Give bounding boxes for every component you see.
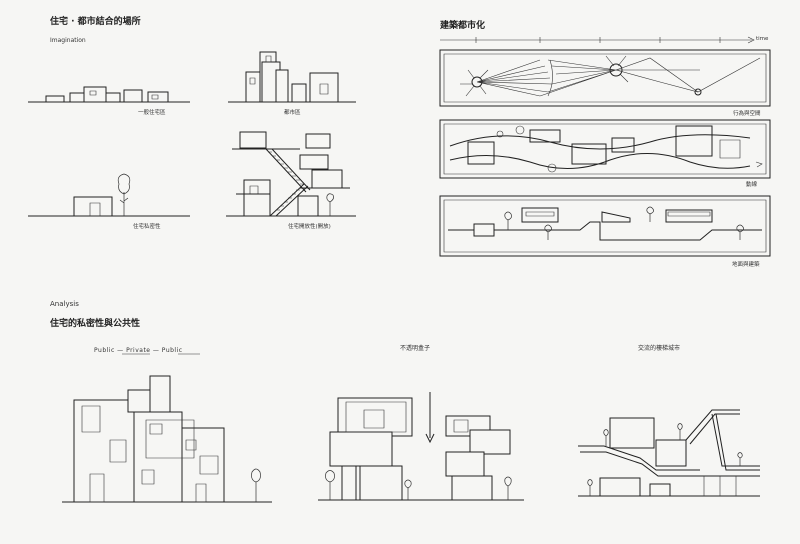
sketch-house-openness xyxy=(226,132,356,216)
time-axis xyxy=(440,37,754,43)
sketch-public-private xyxy=(62,354,272,502)
caption-panel3: 地面與建築 xyxy=(732,262,760,268)
panel-circulation xyxy=(440,120,770,178)
sketch-city-area xyxy=(228,52,356,102)
analysis-heading: Analysis xyxy=(50,300,79,308)
caption-city-area: 都市區 xyxy=(284,110,301,116)
sketch-general-housing xyxy=(28,87,190,102)
caption-panel2: 動線 xyxy=(746,182,758,188)
caption-house-privacy: 住宅私密性 xyxy=(133,224,161,230)
opaque-box-label: 不透明盒子 xyxy=(400,345,431,352)
time-axis-label: time xyxy=(756,36,769,42)
caption-house-openness: 住宅開放性(開放) xyxy=(288,224,331,230)
top-right-title: 建築都市化 xyxy=(440,21,486,31)
panel-ground-buildings xyxy=(440,196,770,256)
panel-activity-network xyxy=(440,50,770,106)
imagination-label: Imagination xyxy=(50,37,86,44)
caption-general-house: 一般住宅區 xyxy=(138,110,166,116)
analysis-subheading: 住宅的私密性與公共性 xyxy=(50,319,141,329)
top-left-title: 住宅 · 都市結合的場所 xyxy=(50,17,141,27)
caption-panel1: 行為與空間 xyxy=(733,111,761,117)
sketch-house-privacy xyxy=(28,174,190,216)
public-private-public-label: Public — Private — Public xyxy=(94,347,183,354)
sketch-opaque-boxes xyxy=(318,392,524,500)
sketch-stair-city xyxy=(578,410,760,496)
stair-city-label: 交流的樓梯城市 xyxy=(638,345,681,352)
